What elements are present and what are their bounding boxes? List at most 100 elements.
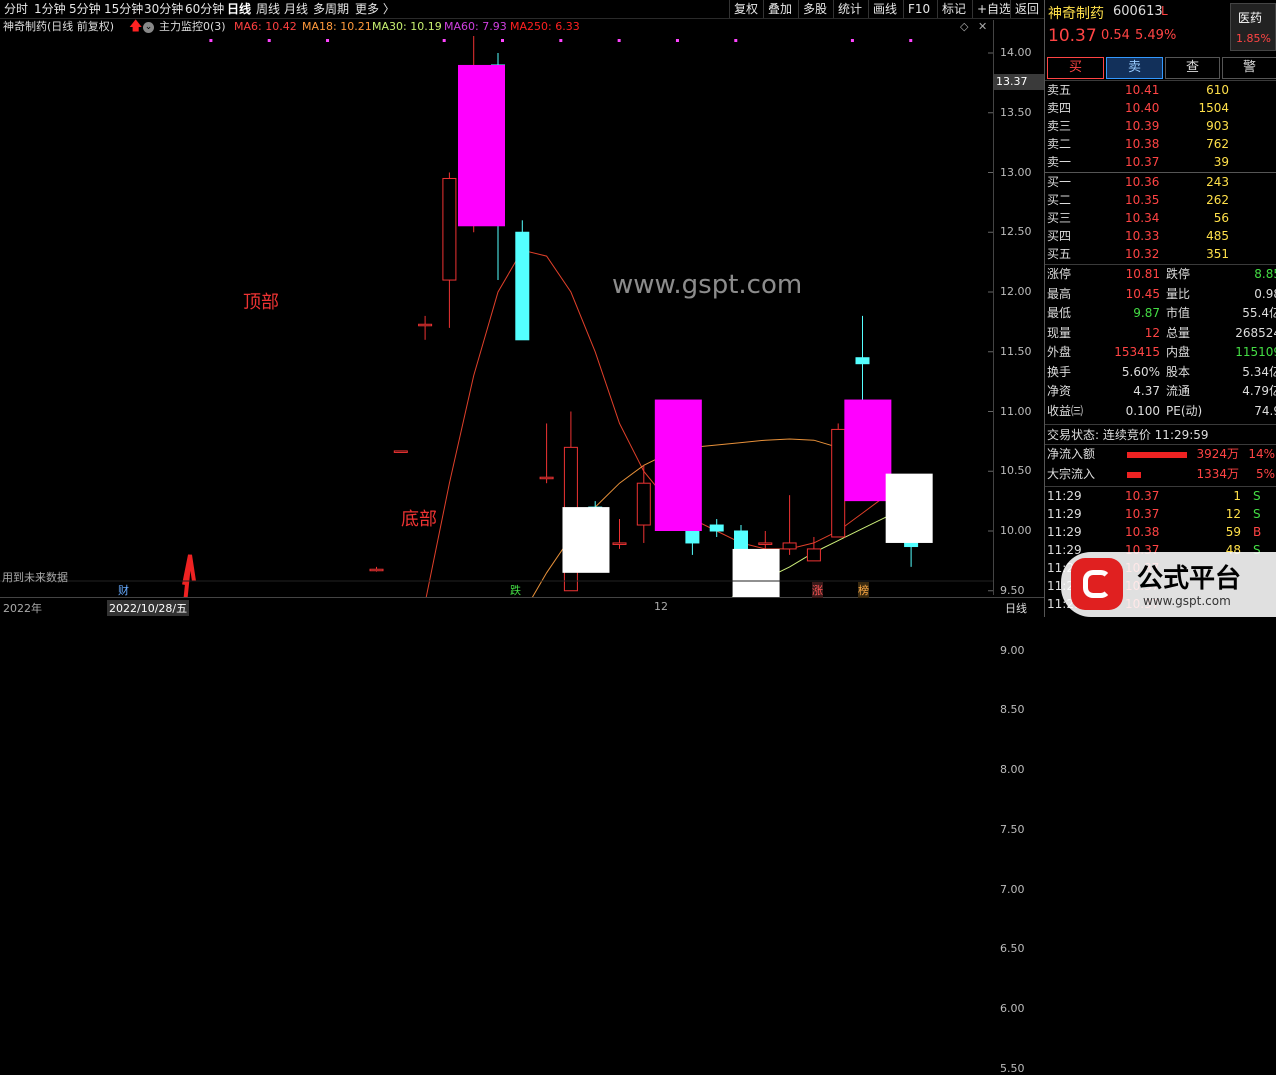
stat-value: 0.100 (1126, 402, 1160, 420)
back-button[interactable]: 返回 (1010, 0, 1043, 18)
overlay-button[interactable]: 叠加 (763, 0, 796, 18)
date-axis: 2022年 2022/10/28/五 12 日线 (0, 597, 1044, 618)
candlestick-chart[interactable]: ⇩⇩← 14.20← 5.38 (0, 36, 993, 597)
tick-time: 11:29 (1047, 523, 1082, 541)
period-tab-more[interactable]: 更多 〉 (355, 1, 395, 17)
stat-label: 市值 (1166, 304, 1190, 322)
sector-box[interactable]: 医药 1.85% (1230, 3, 1276, 51)
trade-status: 交易状态: 连续竞价 11:29:59 (1047, 426, 1276, 444)
close-icon[interactable]: ✕ (978, 20, 987, 34)
signal-box-bottom (733, 549, 780, 597)
buy-button[interactable]: 买 (1047, 57, 1104, 79)
bid-price: 10.36 (1125, 173, 1159, 191)
ma18-label: MA18: 10.21 (302, 20, 372, 34)
stat-label: 流通 (1166, 382, 1190, 400)
period-tab-60min[interactable]: 60分钟 (185, 1, 224, 17)
month-label: 12 (654, 600, 668, 613)
candle-body (832, 429, 845, 537)
signal-dot (209, 39, 212, 42)
add-watchlist-button[interactable]: +自选 (972, 0, 1015, 18)
event-marker-drop[interactable]: 跌 (510, 582, 521, 598)
signal-box-bottom (886, 474, 933, 543)
y-tick-label: 10.00 (1000, 524, 1032, 537)
logo-text: 公式平台 (1137, 558, 1241, 595)
bid-level-label: 买二 (1047, 191, 1071, 209)
event-marker-finance[interactable]: 财 (118, 582, 129, 598)
ask-price: 10.37 (1125, 153, 1159, 171)
flow-pct: 5% (1256, 465, 1275, 483)
period-tab-monthly[interactable]: 月线 (284, 1, 308, 17)
stat-value: 5.34亿 (1242, 363, 1276, 381)
candle-body (516, 232, 529, 340)
f10-button[interactable]: F10 (903, 0, 934, 18)
candle-body (540, 477, 553, 479)
stat-value: 153415 (1114, 343, 1160, 361)
adjust-button[interactable]: 复权 (729, 0, 762, 18)
sell-button[interactable]: 卖 (1106, 57, 1163, 79)
candle-body (394, 451, 407, 453)
tick-time: 11:29 (1047, 505, 1082, 523)
logo-url: www.gspt.com (1143, 594, 1231, 608)
ma30-label: MA30: 10.19 (372, 20, 442, 34)
period-tab-30min[interactable]: 30分钟 (144, 1, 183, 17)
sector-change: 1.85% (1236, 32, 1271, 45)
y-tick-label: 7.50 (1000, 823, 1025, 836)
sector-name: 医药 (1238, 9, 1262, 26)
period-label[interactable]: 日线 (1005, 600, 1027, 616)
stat-value: 268524 (1235, 324, 1276, 342)
indicator-name[interactable]: 主力监控0(3) (159, 20, 226, 34)
stat-row: 换手5.60%股本5.34亿 (1045, 363, 1276, 381)
period-tab-1min[interactable]: 1分钟 (34, 1, 66, 17)
period-tab-15min[interactable]: 15分钟 (104, 1, 143, 17)
tick-price: 10.38 (1125, 523, 1159, 541)
flow-amount: 3924万 (1196, 445, 1239, 463)
candle-body (443, 178, 456, 280)
event-marker-rank[interactable]: 榜 (858, 582, 869, 598)
ask-volume: 39 (1214, 153, 1229, 171)
y-tick-label: 11.50 (1000, 345, 1032, 358)
alert-button[interactable]: 警 (1222, 57, 1276, 79)
signal-dot (443, 39, 446, 42)
y-tick-label: 13.50 (1000, 106, 1032, 119)
diamond-icon[interactable]: ◇ (960, 20, 968, 34)
candle-body (807, 549, 820, 561)
dropdown-icon[interactable]: ⌄ (143, 22, 154, 33)
tick-side: S (1253, 487, 1261, 505)
stat-value: 10.45 (1126, 285, 1160, 303)
period-tab-timeshare[interactable]: 分时 (4, 1, 28, 17)
stat-label: 内盘 (1166, 343, 1190, 361)
period-tab-multi[interactable]: 多周期 (313, 1, 349, 17)
draw-button[interactable]: 画线 (868, 0, 901, 18)
signal-dot (618, 39, 621, 42)
ask-volume: 1504 (1198, 99, 1229, 117)
event-marker-rise[interactable]: 涨 (812, 582, 823, 598)
tick-side: S (1253, 505, 1261, 523)
multi-stock-button[interactable]: 多股 (798, 0, 831, 18)
stat-row: 现量12总量268524 (1045, 324, 1276, 342)
stat-value: 12 (1145, 324, 1160, 342)
stat-value: 8.85 (1254, 265, 1276, 283)
tick-volume: 1 (1233, 487, 1241, 505)
period-tab-5min[interactable]: 5分钟 (69, 1, 101, 17)
tick-price: 10.37 (1125, 505, 1159, 523)
period-tab-weekly[interactable]: 周线 (256, 1, 280, 17)
bid-volume: 56 (1214, 209, 1229, 227)
cursor-date-label: 2022/10/28/五 (107, 600, 189, 616)
current-price-tag: 13.37 (994, 74, 1044, 90)
period-tab-daily[interactable]: 日线 (227, 1, 251, 17)
y-tick-label: 7.00 (1000, 883, 1025, 896)
signal-dot (851, 39, 854, 42)
ma6-label: MA6: 10.42 (234, 20, 297, 34)
stats-button[interactable]: 统计 (833, 0, 866, 18)
query-button[interactable]: 查 (1165, 57, 1220, 79)
stat-label: 收益㈢ (1047, 402, 1083, 420)
mark-button[interactable]: 标记 (937, 0, 970, 18)
